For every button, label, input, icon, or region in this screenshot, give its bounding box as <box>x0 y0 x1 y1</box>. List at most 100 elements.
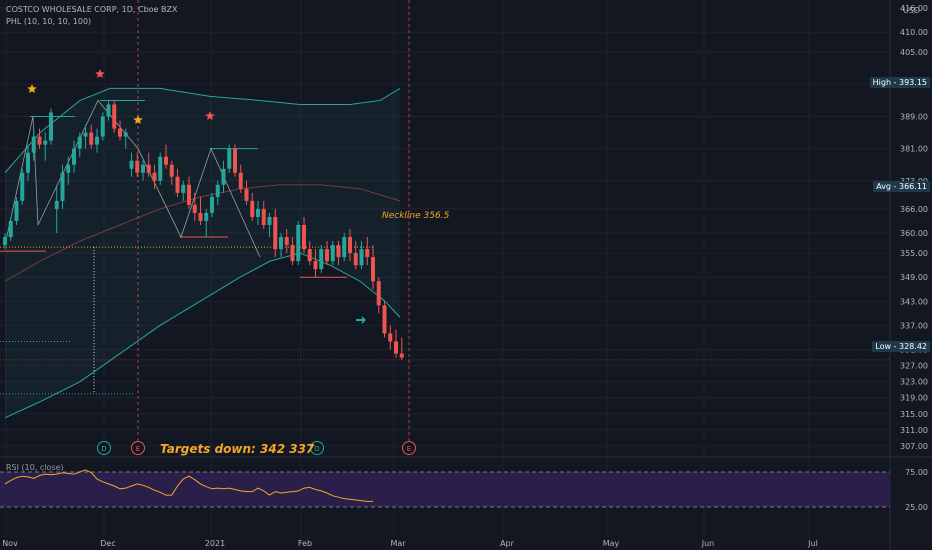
candles <box>3 99 404 360</box>
high-tag-label: High <box>872 78 892 87</box>
x-tick-label: 2021 <box>205 539 225 548</box>
candle-body <box>376 281 381 306</box>
y-tick-label: 315.00 <box>900 410 928 419</box>
candle-body <box>72 148 76 165</box>
candle-body <box>256 208 260 217</box>
rsi-level-label: 75.00 <box>905 468 928 477</box>
candle-body <box>394 341 398 354</box>
candle-body <box>296 224 301 262</box>
bollinger-bands <box>4 87 401 419</box>
rsi-pane: 75.00 25.00 <box>0 468 928 512</box>
candle-body <box>141 164 145 173</box>
x-axis[interactable]: Nov Dec 2021 Feb Mar Apr May Jun Jul <box>2 539 818 548</box>
currency-label: USD <box>903 6 921 15</box>
candle-body <box>336 245 341 258</box>
y-tick-label: 337.00 <box>900 321 928 330</box>
x-tick-label: Apr <box>500 539 515 548</box>
candle-body <box>233 148 237 173</box>
candle-body <box>353 253 358 266</box>
y-tick-label: 311.00 <box>900 426 928 435</box>
event-marker <box>310 441 324 455</box>
candle-body <box>129 160 134 169</box>
y-tick-label: 366.00 <box>900 205 928 214</box>
candle-body <box>215 184 220 197</box>
candle-body <box>37 136 42 145</box>
event-marker-label: E <box>407 445 411 453</box>
candle-body <box>302 224 306 250</box>
candle-body <box>95 136 99 145</box>
candle-body <box>261 208 266 225</box>
candle-body <box>330 245 335 262</box>
y-tick-label: 307.00 <box>900 442 928 451</box>
candle-body <box>388 333 393 342</box>
y-axis[interactable]: 416.00410.00405.00397.00389.00381.00373.… <box>900 4 928 451</box>
x-tick-label: Feb <box>298 539 312 548</box>
candle-body <box>221 168 226 185</box>
symbol-title: COSTCO WHOLESALE CORP, 1D, Cboe BZX <box>6 5 178 14</box>
candle-body <box>273 216 278 250</box>
candle-body <box>49 112 53 141</box>
candle-body <box>31 136 36 153</box>
candle-body <box>187 184 191 205</box>
y-tick-label: 355.00 <box>900 249 928 258</box>
y-tick-label: 327.00 <box>900 362 928 371</box>
candle-body <box>118 128 122 137</box>
candle-body <box>43 140 48 145</box>
star-icon <box>205 111 215 120</box>
candle-body <box>3 237 7 246</box>
avg-tag-label: Avg <box>876 182 892 191</box>
band-fill <box>5 88 400 418</box>
rsi-band <box>0 472 890 507</box>
event-marker <box>97 441 111 455</box>
x-tick-label: Nov <box>2 539 18 548</box>
low-tag-label: Low <box>875 342 892 351</box>
x-tick-label: Dec <box>100 539 115 548</box>
candle-body <box>169 164 174 177</box>
high-price-tag: High - 393.15 <box>869 77 930 88</box>
arrow-right-icon <box>356 316 366 324</box>
candle-body <box>319 249 324 270</box>
candle-body <box>198 212 203 221</box>
candle-body <box>284 237 289 246</box>
low-tag-value: 328.42 <box>899 342 927 351</box>
candle-body <box>348 237 352 254</box>
star-icon <box>133 115 143 124</box>
candle-body <box>8 220 13 238</box>
candle-body <box>164 156 168 165</box>
x-tick-label: Mar <box>390 539 406 548</box>
candle-body <box>54 200 59 209</box>
indicator-legend: PHL (10, 10, 10, 100) <box>6 17 92 26</box>
candle-body <box>60 172 65 201</box>
high-tag-value: 393.15 <box>899 78 927 87</box>
candle-body <box>181 184 186 193</box>
rsi-legend: RSI (10, close) <box>6 463 64 472</box>
upper-band <box>4 87 401 174</box>
rsi-level-label: 25.00 <box>905 503 928 512</box>
candle-body <box>210 196 214 213</box>
y-tick-label: 410.00 <box>900 28 928 37</box>
candle-body <box>227 148 232 169</box>
y-tick-label: 389.00 <box>900 113 928 122</box>
candle-body <box>279 237 283 250</box>
candle-body <box>325 249 329 262</box>
candle-body <box>359 249 364 266</box>
candle-body <box>77 136 82 149</box>
star-icon <box>27 84 37 93</box>
candle-body <box>14 200 19 221</box>
x-tick-label: Jul <box>807 539 818 548</box>
candle-body <box>26 152 30 173</box>
candle-body <box>204 212 209 221</box>
candle-body <box>152 172 157 181</box>
candle-body <box>112 104 117 129</box>
candle-body <box>307 249 312 262</box>
avg-tag-value: 366.11 <box>899 182 927 191</box>
y-tick-label: 323.00 <box>900 378 928 387</box>
y-tick-label: 319.00 <box>900 394 928 403</box>
candle-body <box>192 204 197 213</box>
y-tick-label: 349.00 <box>900 273 928 282</box>
candle-body <box>250 200 255 217</box>
star-icon <box>95 69 105 78</box>
event-marker-label: D <box>314 445 319 453</box>
candle-body <box>89 132 94 145</box>
